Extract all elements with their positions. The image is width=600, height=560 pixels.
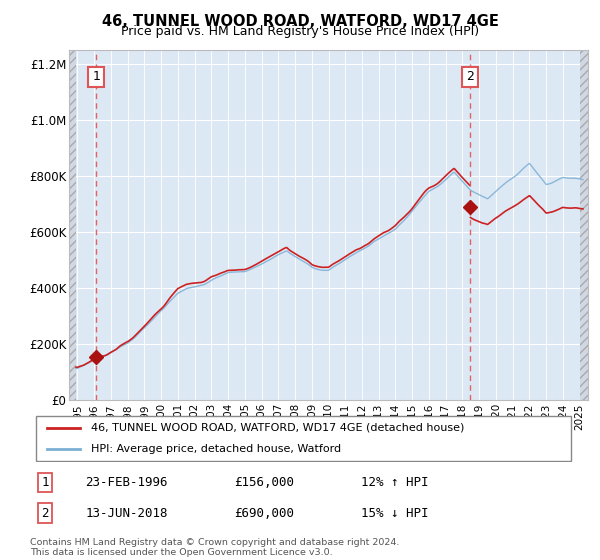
Text: Contains HM Land Registry data © Crown copyright and database right 2024.
This d: Contains HM Land Registry data © Crown c… [30, 538, 400, 557]
Text: 46, TUNNEL WOOD ROAD, WATFORD, WD17 4GE: 46, TUNNEL WOOD ROAD, WATFORD, WD17 4GE [101, 14, 499, 29]
Text: Price paid vs. HM Land Registry's House Price Index (HPI): Price paid vs. HM Land Registry's House … [121, 25, 479, 38]
Text: 1: 1 [92, 71, 100, 83]
Text: £156,000: £156,000 [234, 477, 294, 489]
Text: 46, TUNNEL WOOD ROAD, WATFORD, WD17 4GE (detached house): 46, TUNNEL WOOD ROAD, WATFORD, WD17 4GE … [91, 423, 464, 433]
Text: 15% ↓ HPI: 15% ↓ HPI [361, 507, 428, 520]
Text: HPI: Average price, detached house, Watford: HPI: Average price, detached house, Watf… [91, 444, 341, 454]
Text: 2: 2 [466, 71, 474, 83]
Text: 1: 1 [41, 477, 49, 489]
Text: £690,000: £690,000 [234, 507, 294, 520]
Text: 23-FEB-1996: 23-FEB-1996 [85, 477, 168, 489]
Text: 13-JUN-2018: 13-JUN-2018 [85, 507, 168, 520]
Bar [580, 50, 588, 400]
Bar [69, 50, 76, 400]
FancyBboxPatch shape [35, 416, 571, 461]
Text: 2: 2 [41, 507, 49, 520]
Text: 12% ↑ HPI: 12% ↑ HPI [361, 477, 428, 489]
